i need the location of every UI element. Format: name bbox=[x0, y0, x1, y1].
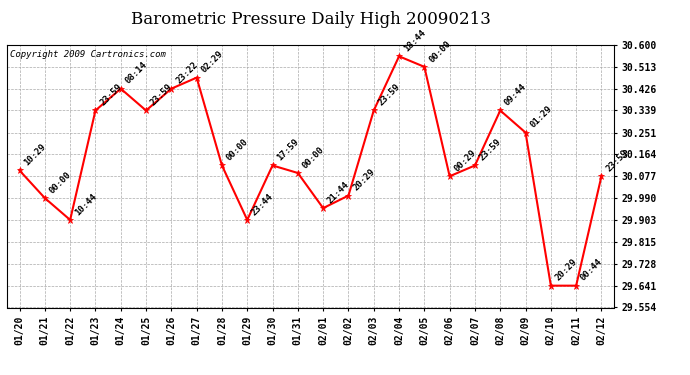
Text: 23:22: 23:22 bbox=[174, 60, 199, 86]
Text: 00:00: 00:00 bbox=[301, 145, 326, 170]
Text: 23:44: 23:44 bbox=[250, 192, 275, 217]
Text: 17:59: 17:59 bbox=[275, 137, 301, 163]
Text: 08:14: 08:14 bbox=[124, 60, 149, 86]
Text: 00:44: 00:44 bbox=[579, 258, 604, 283]
Text: 21:44: 21:44 bbox=[326, 180, 351, 206]
Text: 23:59: 23:59 bbox=[604, 148, 629, 174]
Text: 09:44: 09:44 bbox=[503, 82, 529, 108]
Text: 01:29: 01:29 bbox=[529, 105, 553, 130]
Text: 18:44: 18:44 bbox=[402, 28, 427, 54]
Text: 20:29: 20:29 bbox=[553, 258, 579, 283]
Text: 00:00: 00:00 bbox=[48, 170, 73, 195]
Text: 00:29: 00:29 bbox=[453, 148, 477, 174]
Text: 10:29: 10:29 bbox=[22, 142, 48, 168]
Text: 23:59: 23:59 bbox=[149, 82, 174, 108]
Text: 00:00: 00:00 bbox=[225, 137, 250, 163]
Text: Barometric Pressure Daily High 20090213: Barometric Pressure Daily High 20090213 bbox=[130, 11, 491, 28]
Text: 23:59: 23:59 bbox=[98, 82, 124, 108]
Text: 20:29: 20:29 bbox=[351, 167, 377, 193]
Text: 02:29: 02:29 bbox=[199, 50, 225, 75]
Text: 10:44: 10:44 bbox=[73, 192, 98, 217]
Text: Copyright 2009 Cartronics.com: Copyright 2009 Cartronics.com bbox=[10, 50, 166, 59]
Text: 23:59: 23:59 bbox=[477, 137, 503, 163]
Text: 23:59: 23:59 bbox=[377, 82, 402, 108]
Text: 00:00: 00:00 bbox=[427, 39, 453, 64]
